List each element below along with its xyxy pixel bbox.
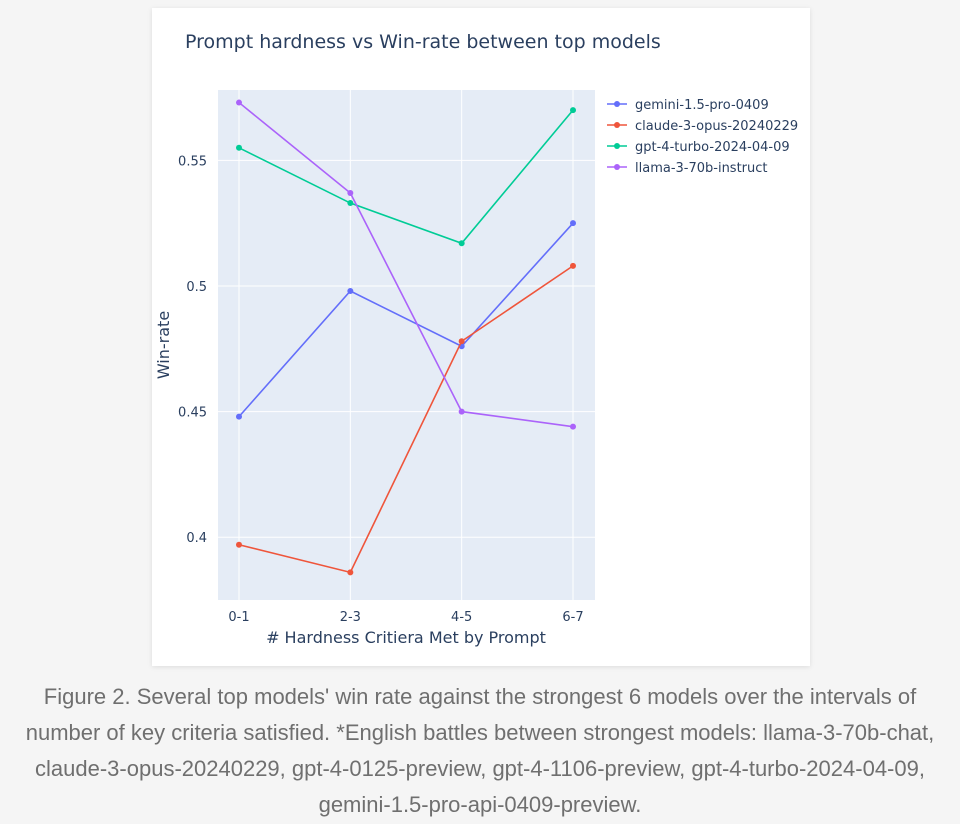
- chart-title: Prompt hardness vs Win-rate between top …: [185, 31, 661, 53]
- series-line: [238, 101, 574, 428]
- figure-caption: Figure 2. Several top models' win rate a…: [25, 684, 935, 817]
- series-lines: [236, 99, 576, 576]
- data-point[interactable]: [458, 408, 465, 415]
- data-point[interactable]: [347, 287, 354, 294]
- legend-item[interactable]: gemini-1.5-pro-0409: [607, 98, 769, 113]
- data-point[interactable]: [347, 200, 354, 207]
- chart-card: Prompt hardness vs Win-rate between top …: [152, 8, 810, 666]
- legend-item[interactable]: gpt-4-turbo-2024-04-09: [607, 140, 790, 155]
- y-tick-label: 0.45: [178, 406, 207, 421]
- x-tick-label: 2-3: [340, 610, 361, 625]
- y-tick-label: 0.4: [186, 531, 207, 546]
- legend-label: claude-3-opus-20240229: [635, 119, 798, 134]
- legend-marker-icon: [614, 164, 620, 170]
- series-line: [238, 109, 574, 245]
- y-tick-label: 0.55: [178, 154, 207, 169]
- data-point[interactable]: [236, 99, 242, 106]
- series: [236, 262, 576, 576]
- series-line: [238, 265, 574, 574]
- x-tick-label: 6-7: [562, 610, 583, 625]
- data-point[interactable]: [347, 569, 354, 576]
- legend-label: llama-3-70b-instruct: [635, 161, 768, 176]
- y-axis-ticks: 0.4 0.45 0.5 0.55: [178, 154, 207, 546]
- plot-area: [218, 90, 595, 600]
- legend[interactable]: gemini-1.5-pro-0409 claude-3-opus-2024022…: [607, 98, 798, 176]
- data-point[interactable]: [458, 240, 465, 247]
- data-point[interactable]: [570, 220, 576, 227]
- data-point[interactable]: [347, 190, 354, 197]
- x-tick-label: 0-1: [228, 610, 249, 625]
- x-axis-label: # Hardness Critiera Met by Prompt: [266, 628, 546, 647]
- legend-label: gpt-4-turbo-2024-04-09: [635, 140, 790, 155]
- data-point[interactable]: [236, 144, 242, 151]
- series: [236, 107, 576, 247]
- series-line: [238, 222, 574, 418]
- legend-marker-icon: [614, 143, 620, 149]
- x-axis-ticks: 0-1 2-3 4-5 6-7: [228, 610, 583, 625]
- series: [236, 99, 576, 430]
- legend-item[interactable]: claude-3-opus-20240229: [607, 119, 798, 134]
- data-point[interactable]: [570, 423, 576, 430]
- data-point[interactable]: [570, 262, 576, 269]
- data-point[interactable]: [570, 107, 576, 114]
- legend-marker-icon: [614, 101, 620, 107]
- data-point[interactable]: [236, 541, 242, 548]
- legend-item[interactable]: llama-3-70b-instruct: [607, 161, 768, 176]
- y-axis-label: Win-rate: [154, 311, 173, 379]
- data-point[interactable]: [236, 413, 242, 420]
- y-tick-label: 0.5: [186, 280, 207, 295]
- legend-label: gemini-1.5-pro-0409: [635, 98, 769, 113]
- legend-marker-icon: [614, 122, 620, 128]
- line-chart: Prompt hardness vs Win-rate between top …: [154, 31, 798, 647]
- x-tick-label: 4-5: [451, 610, 472, 625]
- data-point[interactable]: [458, 338, 465, 345]
